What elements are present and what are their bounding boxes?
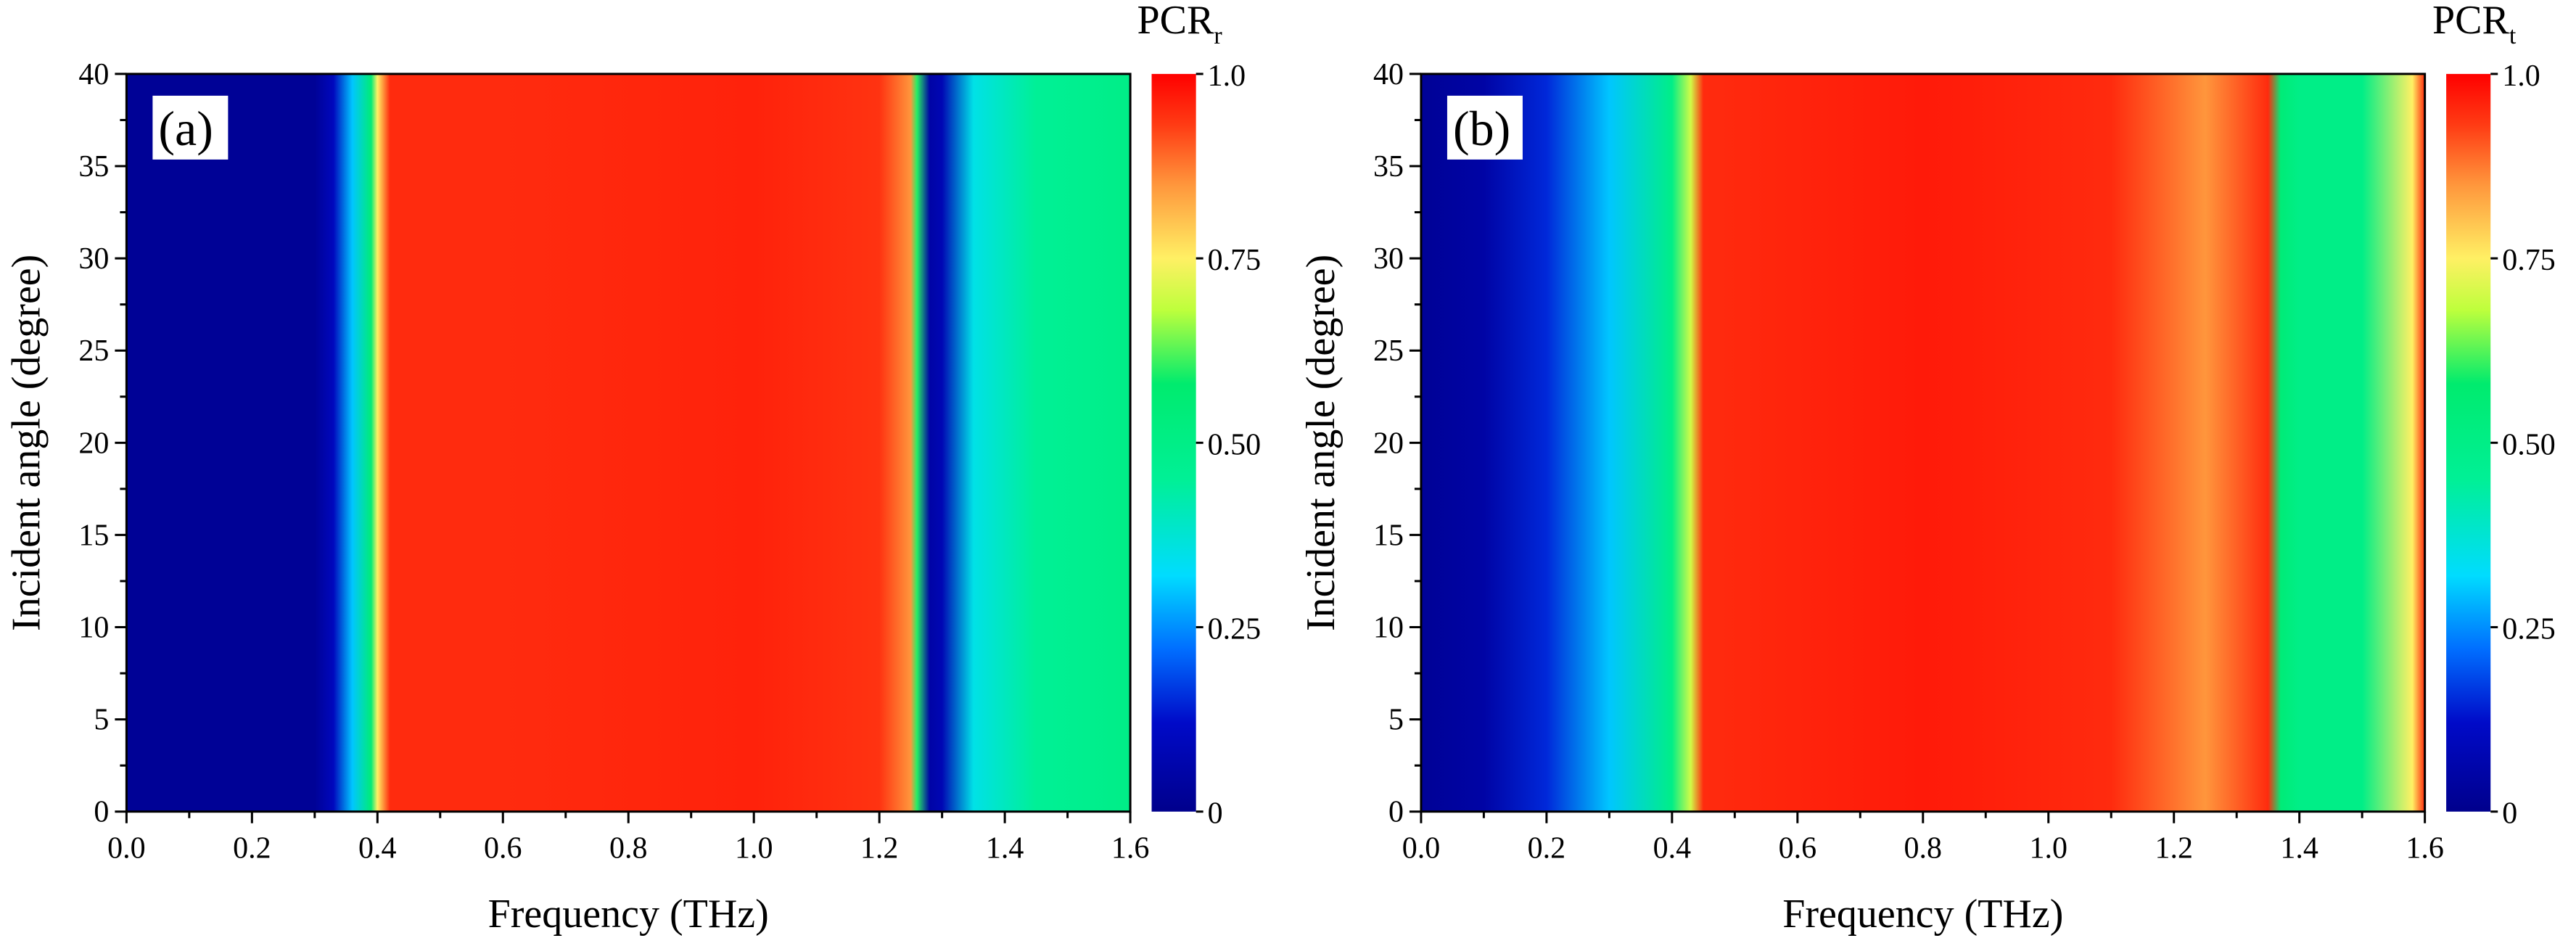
y-tick-label: 0 — [94, 796, 109, 829]
colorbar-tick-label: 0.75 — [2502, 244, 2556, 277]
y-tick-label: 10 — [78, 612, 109, 645]
x-tick-label: 0.8 — [1904, 832, 1943, 865]
y-tick-label: 30 — [1373, 242, 1404, 276]
colorbar-gradient — [2446, 73, 2491, 812]
colorbar-title: PCRt — [2432, 0, 2517, 49]
y-tick-label: 35 — [78, 150, 109, 184]
colorbar-title-main: PCR — [2432, 0, 2509, 43]
colorbar-tick-label: 0.25 — [1208, 613, 1262, 646]
y-tick-label: 5 — [94, 704, 109, 737]
x-tick-label: 0.0 — [107, 832, 146, 865]
x-tick-label: 0.2 — [1528, 832, 1566, 865]
x-tick-label: 0.8 — [609, 832, 648, 865]
panel-label: (a) — [158, 101, 213, 156]
x-axis-label: Frequency (THz) — [1782, 892, 2063, 937]
chart-panel-b: 0 0.25 0.50 0.75 1.0 0.0 0.2 0.4 0.6 0.8 1.0 1.2 1.… — [1299, 0, 2556, 937]
y-tick-label: 20 — [1373, 427, 1404, 460]
panel-label-background — [1447, 95, 1523, 160]
colorbar-title: PCRr — [1137, 0, 1223, 49]
y-axis-label: Incident angle (degree) — [1299, 255, 1343, 631]
y-tick-label: 0 — [1388, 796, 1404, 829]
x-tick-label: 0.6 — [1779, 832, 1817, 865]
heatmap-field — [1420, 73, 2425, 812]
y-tick-label: 10 — [1373, 612, 1404, 645]
x-tick-label: 0.2 — [233, 832, 271, 865]
y-tick-label: 5 — [1388, 704, 1404, 737]
x-tick-label: 0.6 — [484, 832, 522, 865]
x-tick-label: 1.2 — [860, 832, 899, 865]
y-tick-label: 40 — [78, 58, 109, 91]
colorbar-tick-label: 0.75 — [1208, 244, 1262, 277]
y-tick-label: 25 — [1373, 334, 1404, 368]
x-tick-label: 1.6 — [1111, 832, 1150, 865]
colorbar-tick-label: 0.50 — [1208, 428, 1262, 461]
x-tick-label: 1.0 — [2030, 832, 2068, 865]
colorbar-tick-label: 0.50 — [2502, 428, 2556, 461]
x-tick-label: 1.4 — [986, 832, 1024, 865]
plot-frame — [1420, 73, 2427, 813]
y-axis-label: Incident angle (degree) — [4, 255, 49, 631]
chart-panel-a: 0 0.25 0.50 0.75 1.0 0.0 0.2 0.4 0.6 0.8 1.0 1.2 1.… — [4, 0, 1261, 937]
x-tick-label: 0.4 — [1653, 832, 1692, 865]
y-tick-label: 15 — [78, 519, 109, 552]
colorbar-tick-label: 0 — [1208, 797, 1223, 831]
x-tick-label: 1.2 — [2155, 832, 2193, 865]
colorbar-title-subscript: r — [1214, 22, 1222, 49]
colorbar-tick-label: 0.25 — [2502, 613, 2556, 646]
plot-frame — [125, 73, 1132, 813]
colorbar-gradient — [1151, 73, 1196, 812]
colorbar-tick-label: 0 — [2502, 797, 2517, 831]
colorbar-tick-label: 1.0 — [1208, 59, 1246, 93]
y-tick-label: 30 — [78, 242, 109, 276]
x-tick-label: 0.0 — [1402, 832, 1441, 865]
panel-label-background — [152, 95, 229, 160]
y-tick-label: 25 — [78, 334, 109, 368]
colorbar-title-main: PCR — [1137, 0, 1214, 43]
panel-label: (b) — [1453, 101, 1510, 156]
y-tick-label: 35 — [1373, 150, 1404, 184]
x-axis-label: Frequency (THz) — [488, 892, 769, 937]
x-tick-label: 0.4 — [358, 832, 397, 865]
colorbar-title-subscript: t — [2509, 22, 2517, 49]
x-tick-label: 1.4 — [2280, 832, 2318, 865]
y-tick-label: 20 — [78, 427, 109, 460]
heatmap-field — [126, 73, 1131, 812]
y-tick-label: 40 — [1373, 58, 1404, 91]
x-tick-label: 1.0 — [735, 832, 773, 865]
y-tick-label: 15 — [1373, 519, 1404, 552]
x-tick-label: 1.6 — [2406, 832, 2444, 865]
colorbar-tick-label: 1.0 — [2502, 59, 2540, 93]
